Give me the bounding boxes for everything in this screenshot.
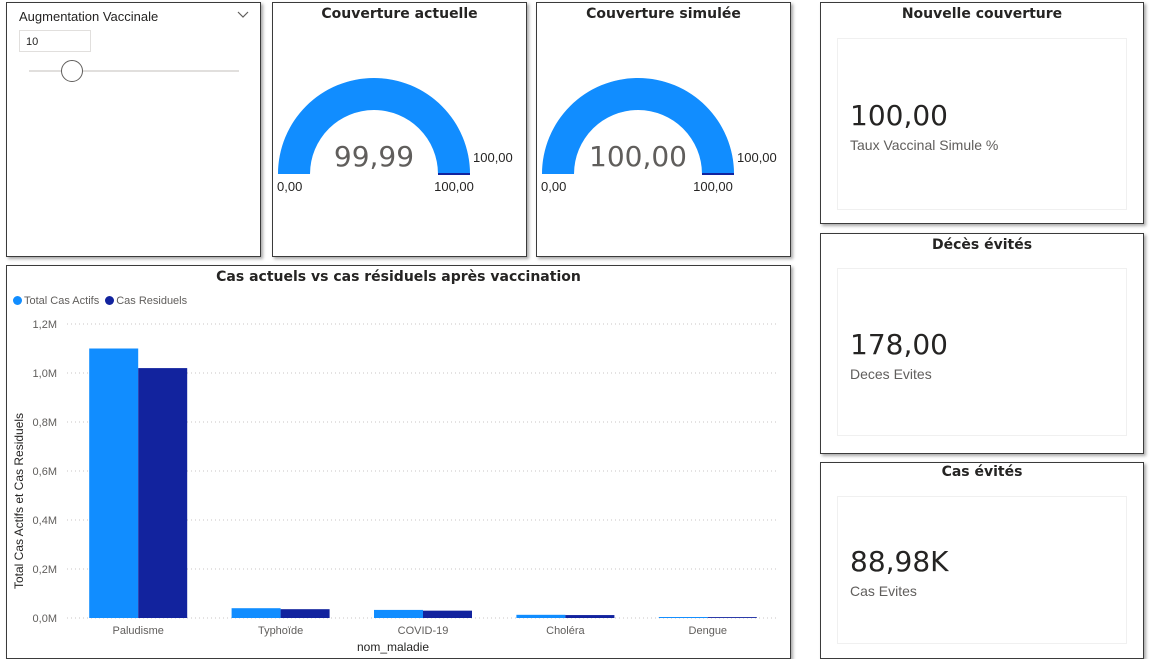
bar-total-cas-actifs [89, 348, 139, 618]
y-axis-label: Total Cas Actifs et Cas Residuels [12, 413, 26, 589]
bar-total-cas-actifs [658, 617, 708, 618]
bar-total-cas-actifs [516, 614, 566, 618]
gauge-value: 99,99 [334, 140, 414, 173]
kpi-cases-value: 88,98K [850, 545, 949, 578]
gauge-max: 100,00 [693, 179, 733, 194]
slicer-title: Augmentation Vaccinale [19, 9, 159, 24]
kpi-deaths-label: Deces Evites [850, 366, 932, 382]
gauge-min: 0,00 [277, 179, 302, 194]
gauge-fill [278, 77, 470, 174]
kpi-cases-card: Cas évités 88,98K Cas Evites [820, 462, 1144, 659]
kpi-coverage-label: Taux Vaccinal Simule % [850, 137, 999, 153]
bar-chart-card: Cas actuels vs cas résiduels après vacci… [6, 265, 791, 659]
gauge-target-label: 100,00 [737, 150, 777, 165]
y-tick-label: 0,6M [33, 466, 57, 478]
gauge-min: 0,00 [541, 179, 566, 194]
bar-cas-residuels [138, 368, 188, 618]
gauge-simulated-title: Couverture simulée [586, 6, 741, 22]
legend-dot-icon [105, 296, 115, 305]
bar-cas-residuels [707, 617, 757, 618]
gauge-current-card: Couverture actuelle 99,99 0,00 100,00 10… [272, 2, 527, 257]
kpi-deaths-title: Décès évités [931, 237, 1033, 253]
y-tick-label: 1,2M [33, 319, 57, 331]
kpi-cases-title: Cas évités [941, 464, 1023, 480]
slider-track[interactable] [29, 70, 239, 72]
bar-chart: 0,0M 0,2M 0,4M 0,6M 0,8M 1,0M 1,2M Paludisme Typ… [12, 319, 779, 654]
chart-title: Cas actuels vs cas résiduels après vacci… [216, 269, 581, 285]
slicer-value-input[interactable]: 10 [19, 30, 91, 52]
gauge-simulated: 100,00 0,00 100,00 100,00 [541, 78, 777, 194]
bar-cas-residuels [565, 615, 615, 618]
kpi-deaths-card: Décès évités 178,00 Deces Evites [820, 233, 1144, 454]
kpi-deaths-value: 178,00 [850, 328, 948, 361]
slider-thumb[interactable] [61, 60, 83, 82]
y-tick-label: 0,0M [33, 613, 57, 625]
bar-cas-residuels [280, 609, 330, 618]
kpi-coverage-card: Nouvelle couverture 100,00 Taux Vaccinal… [820, 2, 1144, 224]
gauge-fill [542, 78, 734, 174]
bar-cas-residuels [423, 610, 472, 618]
y-tick-label: 1,0M [33, 368, 57, 380]
legend-dot-icon [13, 296, 22, 305]
kpi-deaths-panel: 178,00 Deces Evites [837, 268, 1127, 436]
bar-total-cas-actifs [374, 609, 423, 618]
kpi-cases-label: Cas Evites [850, 583, 917, 599]
x-tick-label: Choléra [546, 625, 585, 637]
chart-legend: Total Cas Actifs Cas Residuels [13, 295, 187, 307]
x-axis-label: nom_maladie [357, 640, 429, 654]
chevron-down-icon[interactable] [236, 7, 250, 21]
y-tick-label: 0,2M [33, 564, 57, 576]
x-tick-label: Dengue [689, 625, 728, 637]
gauge-max: 100,00 [434, 179, 474, 194]
legend-item-series2[interactable]: Cas Residuels [105, 295, 187, 307]
gauge-value: 100,00 [589, 140, 687, 173]
x-tick-label: COVID-19 [398, 625, 449, 637]
kpi-cases-panel: 88,98K Cas Evites [837, 496, 1127, 644]
gauge-target-label: 100,00 [473, 150, 513, 165]
kpi-coverage-panel: 100,00 Taux Vaccinal Simule % [837, 38, 1127, 210]
x-tick-label: Paludisme [113, 625, 164, 637]
gauge-simulated-card: Couverture simulée 100,00 0,00 100,00 10… [536, 2, 791, 257]
gauge-current-title: Couverture actuelle [321, 6, 478, 22]
y-tick-label: 0,4M [33, 515, 57, 527]
gauge-current: 99,99 0,00 100,00 100,00 [277, 77, 513, 194]
augmentation-slicer: Augmentation Vaccinale 10 [6, 2, 261, 257]
kpi-coverage-value: 100,00 [850, 99, 948, 132]
kpi-coverage-title: Nouvelle couverture [901, 6, 1063, 22]
bar-total-cas-actifs [231, 608, 281, 618]
legend-item-series1[interactable]: Total Cas Actifs [13, 295, 99, 307]
x-tick-label: Typhoïde [258, 625, 303, 637]
y-tick-label: 0,8M [33, 417, 57, 429]
